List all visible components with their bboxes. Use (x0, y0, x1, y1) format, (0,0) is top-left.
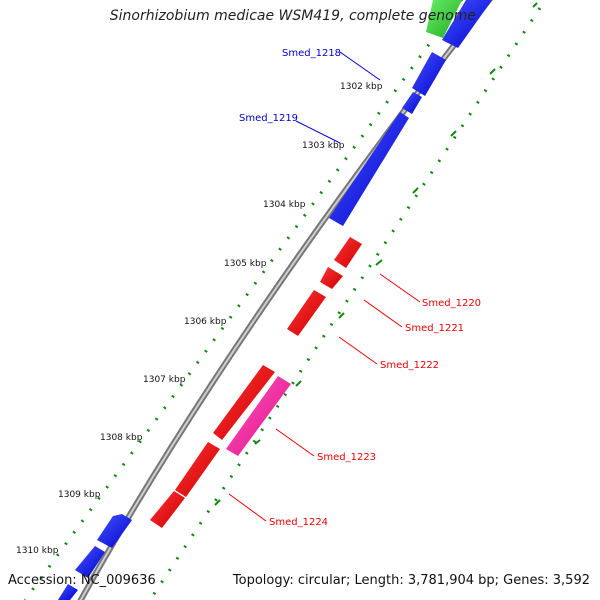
gene-label-smed_1224: Smed_1224 (269, 517, 328, 528)
gene-label-smed_1221: Smed_1221 (405, 323, 464, 334)
genome-summary-text: Topology: circular; Length: 3,781,904 bp… (232, 573, 590, 588)
gene-forward-smed_1219 (329, 112, 409, 226)
gene-reverse-smed_1221 (320, 267, 343, 289)
outer-tick-track (148, 7, 542, 600)
scale-label: 1308 kbp (100, 433, 143, 443)
gene-forward-bottom (75, 546, 105, 578)
gene-label-smed_1220: Smed_1220 (422, 298, 481, 309)
label-leader-lines (228, 51, 421, 522)
inner-major-ticks (214, 2, 538, 506)
inner-tick-track (23, 0, 464, 600)
gene-forward-bottom-edge (58, 584, 78, 600)
scale-label: 1302 kbp (340, 82, 383, 92)
scale-label: 1306 kbp (184, 317, 227, 327)
gene-reverse-smed_1222 (287, 290, 326, 336)
scale-label: 1309 kbp (58, 490, 101, 500)
gene-reverse-lower (175, 442, 220, 497)
gene-reverse-smed_1224 (150, 491, 185, 528)
gene-forward-small (402, 92, 422, 114)
map-title: Sinorhizobium medicae WSM419, complete g… (109, 8, 476, 24)
gene-forward-bottom-arrow (97, 514, 132, 548)
gene-label-smed_1223: Smed_1223 (317, 452, 376, 463)
gene-reverse-smed_1223 (226, 376, 291, 456)
scale-label: 1305 kbp (224, 259, 267, 269)
accession-text: Accession: NC_009636 (8, 573, 156, 588)
scale-label: 1307 kbp (143, 375, 186, 385)
gene-label-smed_1218: Smed_1218 (282, 48, 341, 59)
gene-reverse-large (213, 365, 275, 440)
gene-label-smed_1222: Smed_1222 (380, 360, 439, 371)
scale-label: 1303 kbp (302, 141, 345, 151)
gene-reverse-smed_1220 (334, 237, 362, 268)
scale-label: 1304 kbp (263, 200, 306, 210)
gene-rna-top (426, 0, 462, 38)
gene-forward-smed_1218 (412, 52, 446, 96)
gene-label-smed_1219: Smed_1219 (239, 113, 298, 124)
scale-label: 1310 kbp (16, 546, 59, 556)
gene-forward-top (442, 0, 492, 48)
